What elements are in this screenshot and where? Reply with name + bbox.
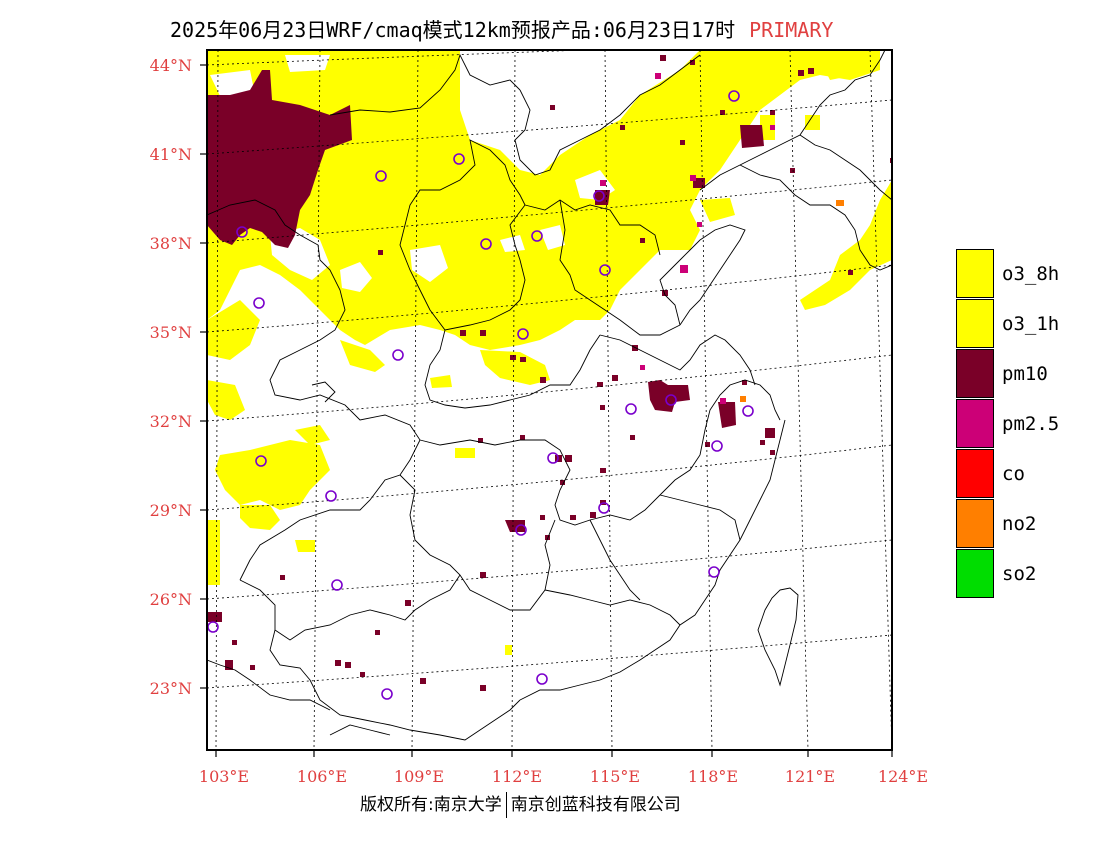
lon-label: 115°E <box>590 767 640 786</box>
legend-item-so2: so2 <box>956 549 1096 599</box>
map-frame <box>206 49 893 751</box>
lon-labels: 103°E 106°E 109°E 112°E 115°E 118°E 121°… <box>199 767 928 786</box>
legend-swatch <box>956 249 994 298</box>
pollutant-tag: PRIMARY <box>749 18 834 42</box>
copyright-company: 南京创蓝科技有限公司 <box>510 795 681 815</box>
legend-item-pm25: pm2.5 <box>956 399 1096 449</box>
tick-marks <box>200 64 893 757</box>
no2-spots <box>740 200 844 402</box>
legend-item-no2: no2 <box>956 499 1096 549</box>
lat-label: 35°N <box>150 323 192 342</box>
legend-swatch <box>956 449 994 498</box>
pm10-areas <box>207 70 775 670</box>
legend-label: o3_8h <box>1002 263 1060 285</box>
lon-label: 103°E <box>199 767 249 786</box>
pm25-spots <box>600 73 775 404</box>
station-markers <box>207 90 754 700</box>
lon-label: 109°E <box>394 767 444 786</box>
lon-label: 106°E <box>297 767 347 786</box>
lat-labels: 44°N 41°N 38°N 35°N 32°N 29°N 26°N 23°N <box>150 56 192 698</box>
graticule <box>207 50 892 750</box>
footer-divider <box>505 792 507 818</box>
map-title: 2025年06月23日WRF/cmaq模式12km预报产品:06月23日17时 P… <box>170 14 833 43</box>
copyright-footer: 版权所有:南京大学 南京创蓝科技有限公司 <box>360 790 681 818</box>
pollution-layer <box>207 50 892 691</box>
legend-swatch <box>956 499 994 548</box>
lat-label: 32°N <box>150 412 192 431</box>
legend-item-o3-8h: o3_8h <box>956 249 1096 299</box>
legend-label: pm2.5 <box>1002 413 1060 435</box>
legend-label: o3_1h <box>1002 313 1060 335</box>
copyright-owner: 版权所有:南京大学 <box>360 795 502 815</box>
lat-label: 41°N <box>150 145 192 164</box>
boundaries <box>207 50 892 741</box>
lat-label: 44°N <box>150 56 192 75</box>
map-title-main: 2025年06月23日WRF/cmaq模式12km预报产品:06月23日17时 <box>170 18 736 42</box>
o3-areas <box>207 50 892 655</box>
legend-label: pm10 <box>1002 363 1048 385</box>
legend-label: so2 <box>1002 563 1037 585</box>
lat-label: 23°N <box>150 679 192 698</box>
legend: o3_8h o3_1h pm10 pm2.5 co no2 so2 <box>956 249 1096 599</box>
lat-label: 38°N <box>150 234 192 253</box>
lon-label: 124°E <box>878 767 928 786</box>
lon-label: 121°E <box>785 767 835 786</box>
legend-label: no2 <box>1002 513 1037 535</box>
legend-swatch <box>956 549 994 598</box>
legend-label: co <box>1002 463 1025 485</box>
legend-swatch <box>956 299 994 348</box>
legend-item-co: co <box>956 449 1096 499</box>
lon-label: 118°E <box>688 767 738 786</box>
lat-label: 26°N <box>150 590 192 609</box>
legend-item-pm10: pm10 <box>956 349 1096 399</box>
lat-label: 29°N <box>150 501 192 520</box>
lon-label: 112°E <box>492 767 542 786</box>
legend-swatch <box>956 399 994 448</box>
legend-item-o3-1h: o3_1h <box>956 299 1096 349</box>
legend-swatch <box>956 349 994 398</box>
